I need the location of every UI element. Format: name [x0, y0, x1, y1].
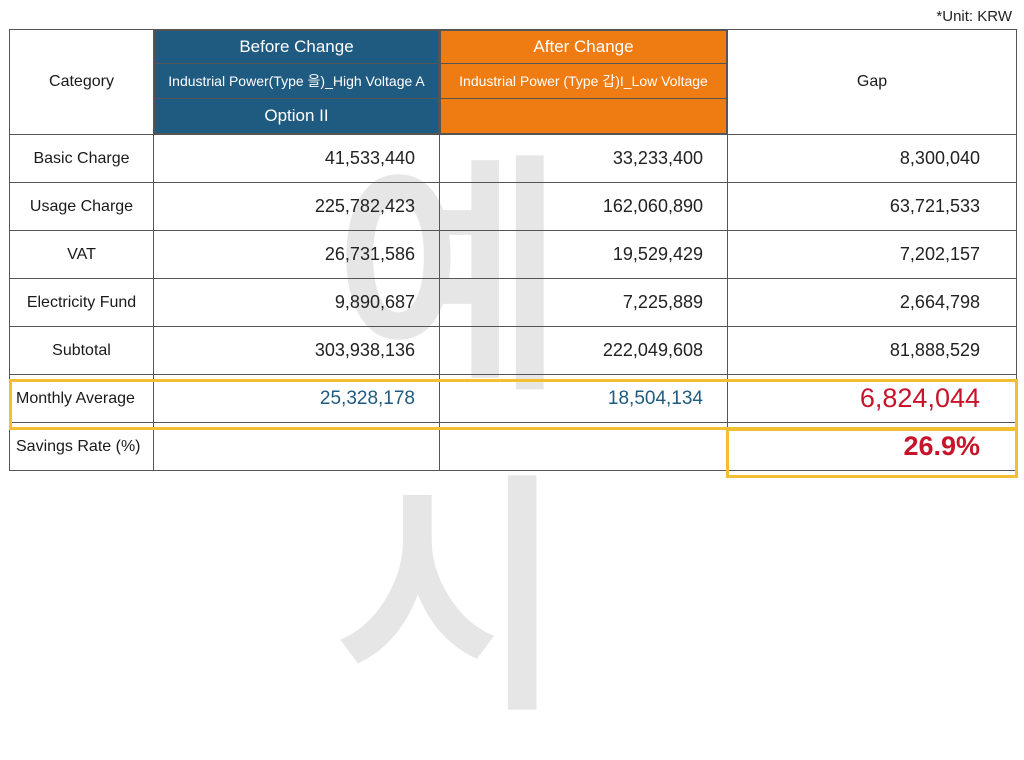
gap-value: 81,888,529 [727, 326, 1017, 375]
before-value: 41,533,440 [153, 134, 440, 183]
before-value [153, 422, 440, 471]
row-label: Basic Charge [9, 134, 154, 183]
gap-value: 2,664,798 [727, 278, 1017, 327]
gap-value: 7,202,157 [727, 230, 1017, 279]
before-value: 225,782,423 [153, 182, 440, 231]
before-value: 9,890,687 [153, 278, 440, 327]
row-label: Usage Charge [9, 182, 154, 231]
before-option: Option II [154, 98, 439, 134]
row-label: Monthly Average [9, 374, 154, 423]
before-value: 25,328,178 [153, 374, 440, 423]
header-category: Category [9, 29, 154, 135]
header-after: After Change Industrial Power (Type 갑)I_… [439, 29, 728, 135]
before-value: 303,938,136 [153, 326, 440, 375]
after-subtitle: Industrial Power (Type 갑)I_Low Voltage [440, 63, 727, 99]
after-value: 7,225,889 [439, 278, 728, 327]
after-value: 222,049,608 [439, 326, 728, 375]
row-label: Electricity Fund [9, 278, 154, 327]
after-value: 19,529,429 [439, 230, 728, 279]
unit-note: *Unit: KRW [936, 8, 1012, 25]
row-label: Subtotal [9, 326, 154, 375]
table-row: VAT 26,731,586 19,529,429 7,202,157 [9, 230, 1017, 279]
after-title: After Change [440, 30, 727, 64]
after-value: 18,504,134 [439, 374, 728, 423]
savings-rate-row: Savings Rate (%) 26.9% [9, 422, 1017, 471]
table-row: Basic Charge 41,533,440 33,233,400 8,300… [9, 134, 1017, 183]
gap-value: 8,300,040 [727, 134, 1017, 183]
gap-value: 63,721,533 [727, 182, 1017, 231]
row-label: Savings Rate (%) [9, 422, 154, 471]
header-gap: Gap [727, 29, 1017, 135]
monthly-average-row: Monthly Average 25,328,178 18,504,134 6,… [9, 374, 1017, 423]
after-blank [440, 98, 727, 134]
row-label: VAT [9, 230, 154, 279]
header-before: Before Change Industrial Power(Type 을)_H… [153, 29, 440, 135]
savings-rate-value: 26.9% [727, 422, 1017, 471]
table-row: Electricity Fund 9,890,687 7,225,889 2,6… [9, 278, 1017, 327]
before-title: Before Change [154, 30, 439, 64]
after-value: 162,060,890 [439, 182, 728, 231]
table-row: Usage Charge 225,782,423 162,060,890 63,… [9, 182, 1017, 231]
before-value: 26,731,586 [153, 230, 440, 279]
after-value [439, 422, 728, 471]
before-subtitle: Industrial Power(Type 을)_High Voltage A [154, 63, 439, 99]
after-value: 33,233,400 [439, 134, 728, 183]
comparison-table: Category Before Change Industrial Power(… [9, 29, 1017, 471]
table-row: Subtotal 303,938,136 222,049,608 81,888,… [9, 326, 1017, 375]
gap-value: 6,824,044 [727, 374, 1017, 423]
